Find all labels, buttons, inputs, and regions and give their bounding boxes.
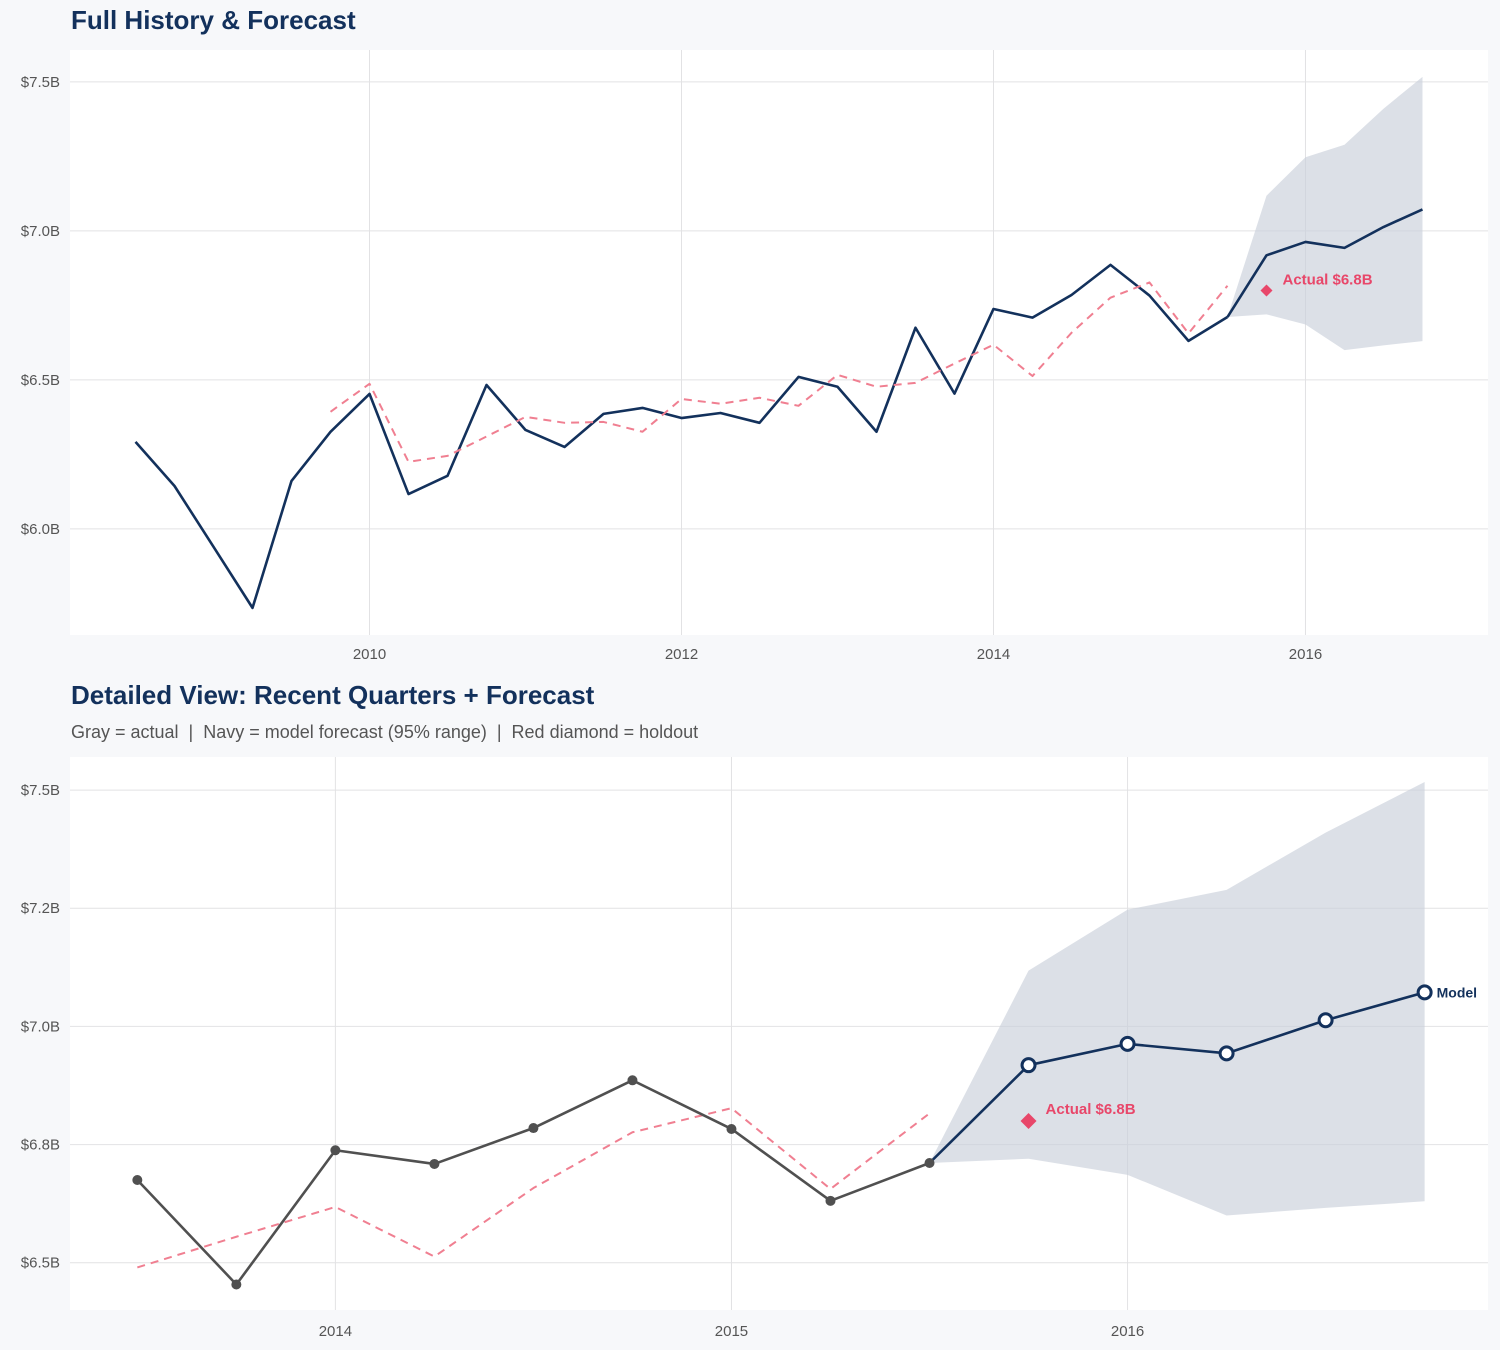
x-tick-label: 2014 [977,646,1010,663]
actual-point [231,1279,242,1290]
holdout-diamond [1020,1112,1037,1129]
fitted-line [329,281,1229,463]
actual-point [528,1123,539,1134]
forecast-line [1226,208,1424,318]
y-tick-label: $7.0B [21,1018,60,1035]
actual-point [132,1175,143,1186]
forecast-confidence-band [1227,76,1423,351]
chart-subtitle-legend: Gray = actual | Navy = model forecast (9… [71,722,699,742]
y-tick-label: $6.8B [21,1137,60,1154]
forecast-confidence-band [929,782,1425,1216]
actual-point [330,1145,341,1156]
forecast-point [1317,1012,1334,1029]
x-tick-label: 2016 [1289,646,1322,663]
forecast-point [1020,1057,1037,1074]
actual-point [726,1123,737,1134]
chart-title-detailed-view: Detailed View: Recent Quarters + Forecas… [71,680,595,710]
forecast-line [928,991,1425,1164]
y-tick-label: $6.5B [21,1255,60,1272]
x-tick-label: 2016 [1111,1323,1144,1340]
forecast-point [1218,1045,1235,1062]
x-tick-label: 2010 [353,646,386,663]
actual-point [627,1075,638,1086]
full-history-chart: 2010 2012 2014 2016 $6.0B $6.5B $7.0B $7.5B Actu… [21,50,1488,663]
holdout-annotation: Actual $6.8B [1046,1101,1136,1118]
holdout-annotation: Actual $6.8B [1282,271,1372,288]
forecast-end-label: Model [1437,984,1477,1000]
y-tick-label: $7.5B [21,74,60,91]
holdout-diamond [1260,284,1273,297]
actual-point [429,1158,440,1169]
y-tick-label: $7.2B [21,900,60,917]
y-tick-label: $7.5B [21,782,60,799]
fitted-line [137,1107,931,1269]
x-tick-label: 2014 [319,1323,352,1340]
actual-point [825,1195,836,1206]
y-tick-label: $6.5B [21,372,60,389]
y-tick-label: $7.0B [21,223,60,240]
forecast-point [1416,984,1433,1001]
x-tick-label: 2015 [715,1323,748,1340]
y-tick-label: $6.0B [21,521,60,538]
plot-area [70,50,1488,635]
actual-line [134,263,1229,610]
x-tick-label: 2012 [665,646,698,663]
chart-title-full-history: Full History & Forecast [71,5,356,35]
actual-point [924,1158,935,1169]
forecast-point [1119,1035,1136,1052]
